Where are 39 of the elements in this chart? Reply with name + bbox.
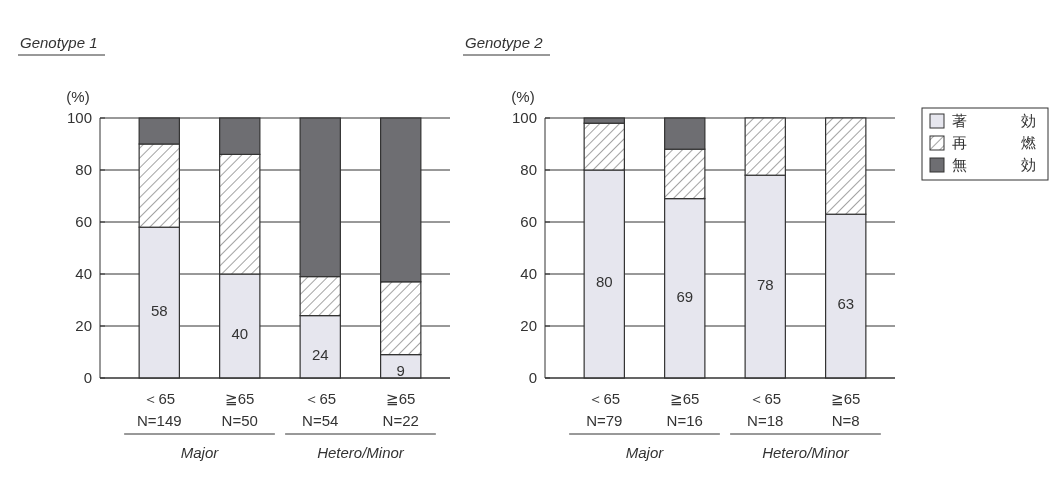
data-label: 69 [676, 287, 694, 305]
x-tick-label: ≧65 N=22 [382, 390, 419, 429]
chart-title: Genotype 2 [465, 34, 544, 51]
data-label: 9 [396, 361, 405, 379]
x-tick-label: ＜65 N=18 [747, 390, 784, 429]
y-tick-label: 40 [75, 265, 92, 283]
x-tick-label: ≧65 N=50 [221, 390, 258, 429]
y-tick-label: 80 [75, 161, 92, 179]
y-tick-label: 40 [520, 265, 537, 283]
text: Hetero/Minor [317, 444, 405, 461]
chart-title: Genotype 1 [20, 34, 98, 51]
y-axis-title: (%) [66, 88, 90, 105]
y-tick-label: 80 [520, 161, 537, 179]
legend-label: 著 効 [952, 112, 1036, 130]
data-label: 78 [756, 275, 774, 293]
text: Major [180, 444, 220, 461]
x-tick-label: ＜65 N=54 [302, 390, 339, 429]
y-tick-label: 0 [83, 369, 92, 387]
legend-label: 再 燃 [952, 134, 1036, 152]
x-tick-label: ＜65 N=79 [586, 390, 623, 429]
y-tick-label: 0 [528, 369, 537, 387]
y-tick-label: 20 [75, 317, 92, 335]
y-tick-label: 100 [66, 109, 92, 127]
data-label: 63 [837, 295, 855, 313]
data-label: 80 [595, 273, 613, 291]
y-tick-label: 20 [520, 317, 537, 335]
y-tick-label: 100 [511, 109, 537, 127]
data-label: 40 [231, 325, 249, 343]
text: Hetero/Minor [762, 444, 850, 461]
y-tick-label: 60 [75, 213, 92, 231]
y-tick-label: 60 [520, 213, 537, 231]
data-label: 58 [150, 301, 168, 319]
x-tick-label: ≧65 N=8 [831, 390, 861, 429]
data-label: 24 [311, 346, 329, 364]
y-axis-title: (%) [511, 88, 535, 105]
x-tick-label: ＜65 N=149 [136, 390, 182, 429]
x-tick-label: ≧65 N=16 [666, 390, 703, 429]
legend-label: 無 効 [952, 156, 1036, 174]
text: Major [625, 444, 665, 461]
